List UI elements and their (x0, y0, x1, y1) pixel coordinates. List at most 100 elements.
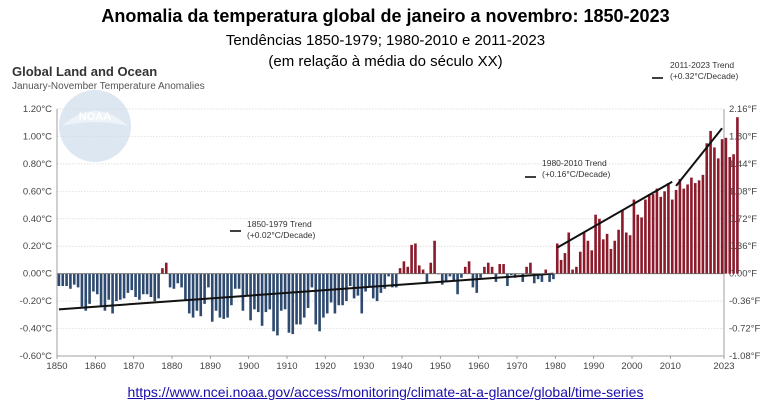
bar-1905 (268, 273, 272, 310)
bar-1946 (425, 273, 429, 284)
bar-1895 (230, 273, 233, 306)
bar-1872 (141, 273, 145, 295)
bar-1913 (299, 273, 302, 325)
bar-1993 (605, 233, 609, 274)
bar-1856 (80, 273, 84, 307)
y-tick-label-celsius: -0.60°C (20, 351, 52, 362)
bar-1975 (536, 273, 540, 280)
bar-1916 (310, 273, 314, 288)
figure-title: Anomalia da temperatura global de janeir… (101, 6, 670, 26)
bar-2004 (647, 194, 651, 274)
x-tick-label: 1860 (85, 361, 106, 372)
bar-1953 (452, 273, 456, 281)
bar-1930 (364, 273, 367, 292)
bar-1945 (421, 269, 425, 274)
bar-1865 (115, 273, 118, 302)
figure-subtitle-baseline: (em relação à média do século XX) (268, 53, 503, 70)
chart-subheading: January-November Temperature Anomalies (12, 81, 205, 92)
bar-1908 (279, 273, 283, 311)
bar-1925 (345, 273, 348, 302)
bar-2021 (713, 147, 716, 274)
bar-2027 (736, 117, 739, 274)
bar-1967 (506, 273, 509, 287)
noaa-logo: NOAA (59, 90, 131, 162)
bar-1927 (352, 273, 356, 299)
bar-1973 (529, 262, 532, 274)
bar-2013 (682, 188, 686, 274)
bar-2026 (732, 154, 735, 274)
bar-1859 (92, 273, 95, 292)
bar-1951 (444, 273, 448, 281)
bar-2017 (697, 180, 701, 274)
bar-1894 (226, 273, 229, 318)
bar-1917 (314, 273, 318, 325)
bar-2007 (659, 196, 663, 274)
bar-1978 (548, 273, 551, 282)
x-tick-label: 1850 (46, 361, 67, 372)
bar-1937 (391, 273, 394, 288)
bar-1875 (153, 273, 157, 302)
bar-2000 (632, 199, 636, 274)
bar-1994 (609, 248, 613, 274)
bar-1876 (157, 273, 160, 299)
y-tick-label-fahrenheit: 0.36°F (729, 241, 757, 252)
bar-1855 (76, 273, 80, 288)
bar-1998 (624, 232, 628, 274)
bar-1873 (145, 273, 149, 295)
bar-1921 (329, 273, 333, 303)
bar-2002 (640, 217, 643, 274)
bar-1996 (617, 229, 620, 274)
bar-1965 (498, 264, 502, 274)
x-tick-label: 2000 (621, 361, 642, 372)
bar-1861 (99, 273, 103, 307)
source-link[interactable]: https://www.ncei.noaa.gov/access/monitor… (127, 384, 644, 400)
bar-1857 (84, 273, 88, 311)
x-tick-label: 2010 (660, 361, 681, 372)
bar-1887 (199, 273, 203, 317)
trend-line-1 (58, 272, 554, 311)
bar-2025 (728, 157, 732, 274)
bar-1999 (628, 235, 632, 274)
bar-1935 (383, 273, 387, 289)
y-tick-label-fahrenheit: 0.00°F (729, 269, 757, 280)
bar-1881 (176, 273, 180, 284)
bar-1902 (256, 273, 260, 313)
bar-1954 (456, 273, 459, 295)
noaa-logo-text: NOAA (79, 111, 111, 123)
chart-heading: Global Land and Ocean (12, 64, 158, 79)
bar-2015 (690, 177, 693, 274)
bar-1977 (544, 269, 548, 274)
bar-1957 (467, 261, 471, 274)
x-tick-label: 1940 (391, 361, 412, 372)
trend-lines: 1850-1979 Trend(+0.02°C/Decade) 1980-2010… (58, 60, 739, 311)
bar-1850 (57, 273, 61, 287)
x-tick-label: 1990 (583, 361, 604, 372)
bar-1990 (594, 214, 597, 274)
bar-1899 (245, 273, 249, 296)
bar-1936 (387, 273, 390, 277)
bar-1919 (322, 273, 325, 318)
trend-line-2 (556, 180, 673, 249)
bar-1955 (460, 273, 463, 278)
y-tick-label-celsius: 0.60°C (23, 186, 52, 197)
y-tick-label-celsius: 0.80°C (23, 159, 52, 170)
x-tick-label: 1930 (353, 361, 374, 372)
x-tick-label: 1880 (161, 361, 182, 372)
bar-1976 (540, 273, 544, 282)
bar-2020 (709, 130, 712, 274)
bar-2022 (716, 158, 720, 274)
bar-1992 (601, 239, 605, 274)
y-tick-label-celsius: 0.00°C (23, 269, 52, 280)
bar-1972 (525, 266, 528, 274)
bar-1914 (302, 273, 306, 318)
anomaly-bars (57, 117, 739, 336)
bar-1943 (414, 243, 417, 274)
bar-1867 (122, 273, 126, 299)
bar-1903 (260, 273, 264, 326)
bar-1995 (613, 240, 617, 274)
bar-2024 (724, 137, 728, 274)
bar-1934 (379, 273, 383, 293)
bar-1853 (69, 273, 72, 289)
bar-1851 (61, 273, 65, 287)
bar-1974 (532, 273, 536, 284)
